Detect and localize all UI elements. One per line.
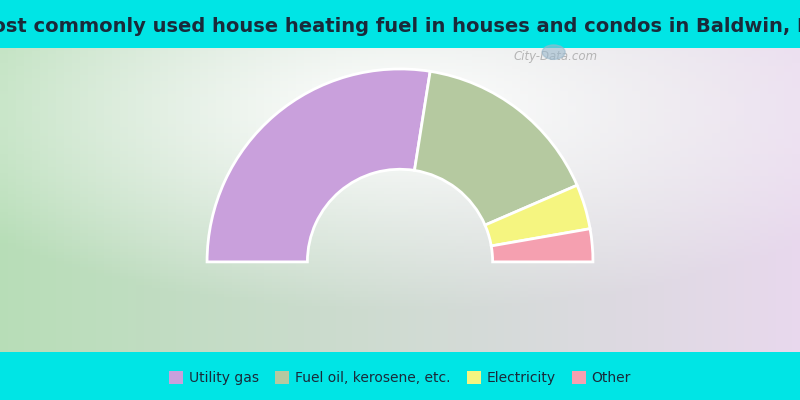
Wedge shape bbox=[414, 71, 577, 225]
Wedge shape bbox=[491, 229, 593, 262]
Text: Most commonly used house heating fuel in houses and condos in Baldwin, NY: Most commonly used house heating fuel in… bbox=[0, 17, 800, 36]
Legend: Utility gas, Fuel oil, kerosene, etc., Electricity, Other: Utility gas, Fuel oil, kerosene, etc., E… bbox=[165, 367, 635, 390]
Text: City-Data.com: City-Data.com bbox=[514, 50, 598, 63]
Circle shape bbox=[542, 45, 565, 59]
Wedge shape bbox=[485, 185, 590, 246]
Wedge shape bbox=[207, 69, 430, 262]
